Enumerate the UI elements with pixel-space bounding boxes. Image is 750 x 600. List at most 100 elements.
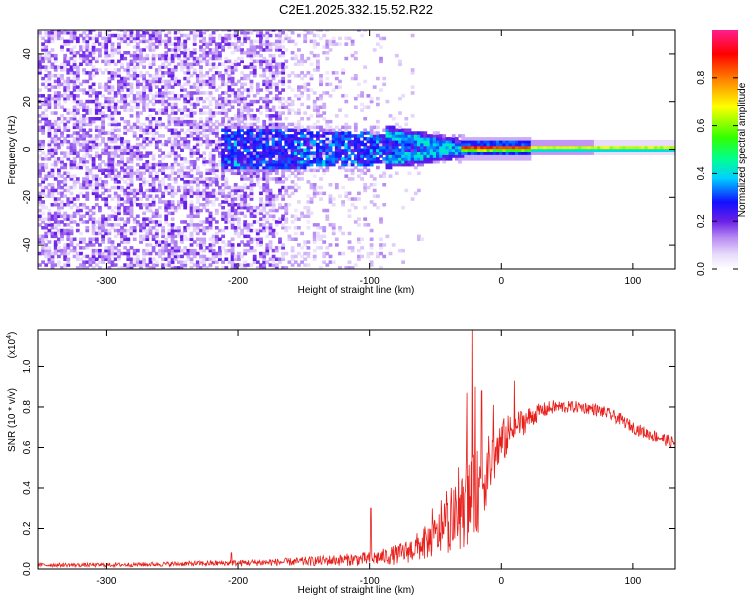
spectrogram-cell xyxy=(262,122,267,127)
spectrogram-cell xyxy=(211,31,216,35)
spectrogram-cell xyxy=(139,154,143,158)
spectrogram-cell xyxy=(417,188,421,193)
spectrogram-cell xyxy=(243,139,248,144)
spectrogram-cell xyxy=(274,148,279,152)
spectrogram-cell xyxy=(123,51,128,55)
spectrogram-cell xyxy=(224,183,229,187)
spectrogram-cell xyxy=(38,223,42,227)
spectrogram-cell xyxy=(110,214,115,218)
spectrogram-cell xyxy=(382,183,387,187)
spectrogram-cell xyxy=(442,139,447,144)
spectrogram-cell xyxy=(177,226,181,230)
spectrogram-cell xyxy=(347,168,352,173)
spectrogram-cell xyxy=(221,119,225,124)
spectrogram-cell xyxy=(293,217,298,221)
spectrogram-cell xyxy=(57,122,61,127)
spectrogram-cell xyxy=(214,51,219,55)
spectrogram-cell xyxy=(496,139,500,144)
spectrogram-cell xyxy=(237,134,241,138)
spectrogram-cell xyxy=(227,76,232,81)
spectrogram-cell xyxy=(237,234,241,239)
spectrogram-cell xyxy=(151,137,156,141)
spectrogram-cell xyxy=(126,174,131,178)
spectrogram-cell xyxy=(221,157,225,161)
spectrogram-cell xyxy=(142,180,146,184)
spectrogram-cell xyxy=(101,139,105,144)
spectrogram-cell xyxy=(224,248,229,253)
spectrogram-cell xyxy=(173,234,178,239)
spectrogram-cell xyxy=(278,79,282,84)
spectrogram-cell xyxy=(135,31,140,35)
spectrogram-cell xyxy=(445,151,450,155)
spectrogram-cell xyxy=(47,74,52,78)
spectrogram-cell xyxy=(63,82,68,87)
spectrogram-cell xyxy=(271,42,276,46)
spectrogram-cell xyxy=(265,128,270,132)
spectrogram-cell xyxy=(319,134,323,138)
spectrogram-cell xyxy=(496,151,500,155)
spectrogram-cell xyxy=(110,74,115,78)
spectrogram-cell xyxy=(265,185,270,190)
spectrogram-cell xyxy=(290,248,295,253)
spectrogram-cell xyxy=(262,188,267,193)
spectrogram-cell xyxy=(205,139,210,144)
spectrogram-cell xyxy=(417,145,421,150)
spectrogram-cell xyxy=(195,62,200,66)
spectrogram-cell xyxy=(281,185,285,190)
spectrogram-cell xyxy=(186,53,191,58)
spectrogram-cell xyxy=(167,74,172,78)
spectrogram-cell xyxy=(268,223,273,227)
spectrogram-cell xyxy=(98,194,102,198)
spectrogram-cell xyxy=(75,142,80,147)
spectrogram-cell xyxy=(75,165,80,170)
spectrogram-cell xyxy=(104,246,109,250)
spectrogram-cell xyxy=(284,211,289,216)
spectrogram-cell xyxy=(94,263,99,267)
spectrogram-cell xyxy=(170,260,175,264)
spectrogram-cell xyxy=(489,145,494,150)
spectrogram-cell xyxy=(104,53,109,58)
spectrogram-cell xyxy=(180,119,184,124)
spectrogram-cell xyxy=(224,68,229,72)
spectrogram-cell xyxy=(101,105,105,109)
spectrogram-cell xyxy=(69,48,74,52)
spectrogram-cell xyxy=(57,85,61,89)
spectrogram-cell xyxy=(199,39,203,44)
spectrogram-cell xyxy=(372,151,377,155)
spectrogram-cell xyxy=(161,62,165,66)
spectrogram-cell xyxy=(148,82,153,87)
spectrogram-cell xyxy=(180,88,184,92)
spectrogram-cell xyxy=(347,145,352,150)
spectrogram-cell xyxy=(379,139,383,144)
spectrogram-cell xyxy=(284,177,289,181)
spectrogram-cell xyxy=(230,165,235,170)
spectrogram-cell xyxy=(98,162,102,167)
spectrogram-cell xyxy=(183,39,188,44)
spectrogram-cell xyxy=(268,257,273,261)
spectrogram-cell xyxy=(240,228,244,233)
spectrogram-cell xyxy=(259,243,263,247)
spectrogram-cell xyxy=(98,31,102,35)
spectrogram-cell xyxy=(252,142,257,147)
spectrogram-cell xyxy=(75,65,80,69)
spectrogram-cell xyxy=(417,162,421,167)
spectrogram-cell xyxy=(480,139,484,144)
spectrogram-cell xyxy=(47,96,52,101)
spectrogram-cell xyxy=(287,137,292,141)
spectrogram-cell xyxy=(75,254,80,259)
spectrogram-cell xyxy=(154,177,159,181)
spectrogram-cell xyxy=(278,162,282,167)
spectrogram-cell xyxy=(224,111,229,115)
spectrogram-cell xyxy=(309,185,314,190)
spectrogram-cell xyxy=(360,151,364,155)
spectrogram-cell xyxy=(227,33,232,38)
spectrogram-cell xyxy=(344,145,349,150)
spectrogram-cell xyxy=(221,154,225,158)
spectrogram-cell xyxy=(293,254,298,259)
spectrogram-cell xyxy=(161,122,165,127)
spectrogram-cell xyxy=(372,48,377,52)
spectrogram-cell xyxy=(107,76,112,81)
spectrogram-cell xyxy=(230,88,235,92)
spectrogram-cell xyxy=(271,260,276,264)
spectrogram-cell xyxy=(382,171,387,175)
